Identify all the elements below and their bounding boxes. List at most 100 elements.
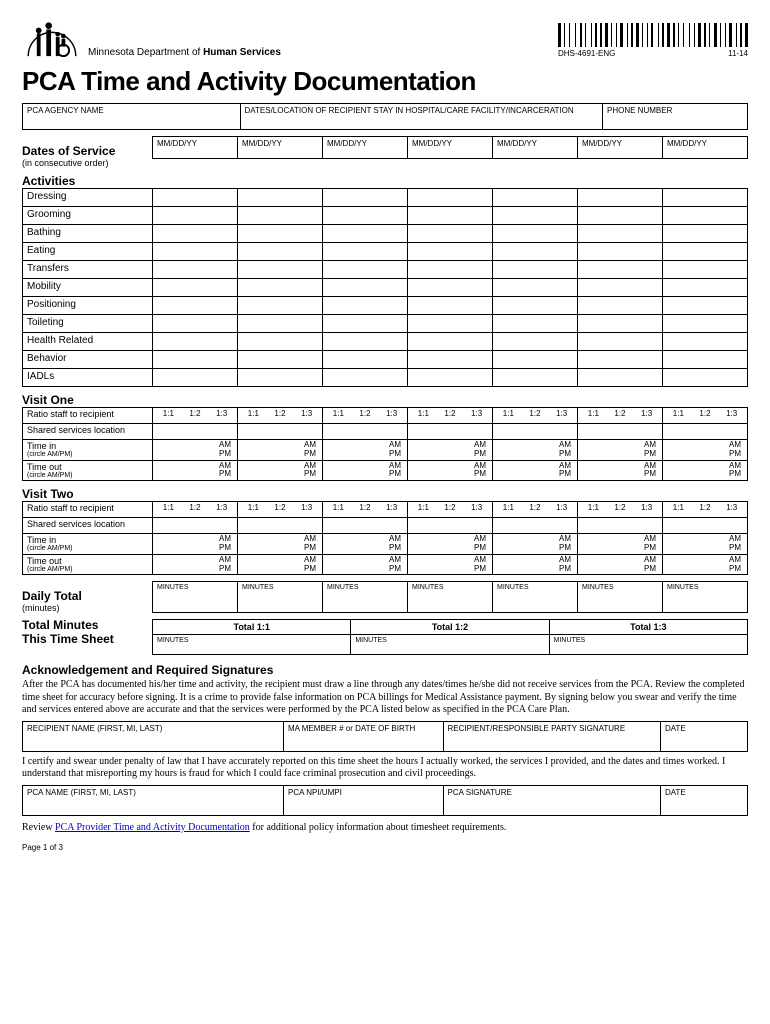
time-in-cell[interactable]: AMPM: [493, 534, 578, 555]
date-col-1[interactable]: MM/DD/YY: [238, 137, 323, 159]
activity-cell[interactable]: [153, 369, 238, 387]
shared-cell[interactable]: [578, 424, 663, 440]
activity-cell[interactable]: [323, 279, 408, 297]
activity-cell[interactable]: [663, 279, 748, 297]
activity-cell[interactable]: [153, 297, 238, 315]
time-out-cell[interactable]: AMPM: [493, 460, 578, 481]
activity-cell[interactable]: [493, 243, 578, 261]
recipient-name-field[interactable]: RECIPIENT NAME (FIRST, MI, LAST): [23, 721, 284, 751]
ratio-option[interactable]: 1:2: [614, 503, 625, 512]
activity-cell[interactable]: [153, 279, 238, 297]
phone-field[interactable]: PHONE NUMBER: [603, 104, 748, 130]
daily-minutes-cell[interactable]: MINUTES: [153, 582, 238, 613]
time-in-cell[interactable]: AMPM: [153, 440, 238, 461]
ratio-option[interactable]: 1:3: [641, 503, 652, 512]
ratio-option[interactable]: 1:2: [529, 409, 540, 418]
time-in-cell[interactable]: AMPM: [408, 534, 493, 555]
ratio-option[interactable]: 1:1: [503, 503, 514, 512]
ratio-option[interactable]: 1:3: [386, 503, 397, 512]
activity-cell[interactable]: [323, 261, 408, 279]
activity-cell[interactable]: [493, 351, 578, 369]
activity-cell[interactable]: [323, 369, 408, 387]
activity-cell[interactable]: [663, 369, 748, 387]
recipient-date-field[interactable]: DATE: [661, 721, 748, 751]
ratio-option[interactable]: 1:3: [471, 503, 482, 512]
activity-cell[interactable]: [153, 225, 238, 243]
activity-cell[interactable]: [238, 351, 323, 369]
activity-cell[interactable]: [153, 261, 238, 279]
activity-cell[interactable]: [408, 189, 493, 207]
activity-cell[interactable]: [408, 279, 493, 297]
activity-cell[interactable]: [578, 297, 663, 315]
activity-cell[interactable]: [323, 189, 408, 207]
daily-minutes-cell[interactable]: MINUTES: [493, 582, 578, 613]
shared-cell[interactable]: [493, 424, 578, 440]
activity-cell[interactable]: [663, 333, 748, 351]
shared-cell[interactable]: [663, 424, 748, 440]
shared-cell[interactable]: [153, 424, 238, 440]
shared-cell[interactable]: [323, 518, 408, 534]
activity-cell[interactable]: [238, 207, 323, 225]
activity-cell[interactable]: [578, 315, 663, 333]
activity-cell[interactable]: [323, 297, 408, 315]
activity-cell[interactable]: [153, 333, 238, 351]
ratio-option[interactable]: 1:2: [189, 409, 200, 418]
date-col-5[interactable]: MM/DD/YY: [578, 137, 663, 159]
date-col-6[interactable]: MM/DD/YY: [663, 137, 748, 159]
pca-npi-field[interactable]: PCA NPI/UMPI: [284, 785, 444, 815]
shared-cell[interactable]: [238, 424, 323, 440]
activity-cell[interactable]: [153, 315, 238, 333]
activity-cell[interactable]: [153, 243, 238, 261]
activity-cell[interactable]: [238, 333, 323, 351]
activity-cell[interactable]: [238, 369, 323, 387]
time-out-cell[interactable]: AMPM: [323, 460, 408, 481]
ratio-option[interactable]: 1:1: [248, 503, 259, 512]
activity-cell[interactable]: [323, 315, 408, 333]
ratio-option[interactable]: 1:1: [248, 409, 259, 418]
shared-cell[interactable]: [408, 518, 493, 534]
daily-minutes-cell[interactable]: MINUTES: [238, 582, 323, 613]
ratio-option[interactable]: 1:2: [699, 503, 710, 512]
total-11-cell[interactable]: MINUTES: [153, 635, 351, 655]
daily-minutes-cell[interactable]: MINUTES: [323, 582, 408, 613]
activity-cell[interactable]: [663, 207, 748, 225]
activity-cell[interactable]: [578, 261, 663, 279]
activity-cell[interactable]: [578, 333, 663, 351]
review-link[interactable]: PCA Provider Time and Activity Documenta…: [55, 822, 250, 833]
activity-cell[interactable]: [663, 243, 748, 261]
time-in-cell[interactable]: AMPM: [578, 440, 663, 461]
activity-cell[interactable]: [408, 333, 493, 351]
daily-minutes-cell[interactable]: MINUTES: [578, 582, 663, 613]
ratio-option[interactable]: 1:1: [163, 409, 174, 418]
activity-cell[interactable]: [238, 261, 323, 279]
activity-cell[interactable]: [663, 225, 748, 243]
activity-cell[interactable]: [408, 315, 493, 333]
activity-cell[interactable]: [493, 279, 578, 297]
shared-cell[interactable]: [408, 424, 493, 440]
activity-cell[interactable]: [578, 207, 663, 225]
activity-cell[interactable]: [663, 351, 748, 369]
ratio-option[interactable]: 1:2: [189, 503, 200, 512]
time-out-cell[interactable]: AMPM: [663, 460, 748, 481]
ratio-option[interactable]: 1:1: [673, 503, 684, 512]
ratio-option[interactable]: 1:3: [726, 503, 737, 512]
activity-cell[interactable]: [238, 225, 323, 243]
ratio-option[interactable]: 1:1: [333, 503, 344, 512]
activity-cell[interactable]: [238, 315, 323, 333]
activity-cell[interactable]: [408, 297, 493, 315]
time-in-cell[interactable]: AMPM: [408, 440, 493, 461]
shared-cell[interactable]: [578, 518, 663, 534]
ratio-option[interactable]: 1:1: [588, 503, 599, 512]
shared-cell[interactable]: [153, 518, 238, 534]
time-out-cell[interactable]: AMPM: [238, 460, 323, 481]
time-out-cell[interactable]: AMPM: [663, 554, 748, 575]
ratio-option[interactable]: 1:2: [274, 409, 285, 418]
time-out-cell[interactable]: AMPM: [408, 460, 493, 481]
activity-cell[interactable]: [663, 261, 748, 279]
activity-cell[interactable]: [238, 189, 323, 207]
activity-cell[interactable]: [493, 297, 578, 315]
activity-cell[interactable]: [493, 333, 578, 351]
activity-cell[interactable]: [323, 351, 408, 369]
shared-cell[interactable]: [238, 518, 323, 534]
time-in-cell[interactable]: AMPM: [663, 440, 748, 461]
